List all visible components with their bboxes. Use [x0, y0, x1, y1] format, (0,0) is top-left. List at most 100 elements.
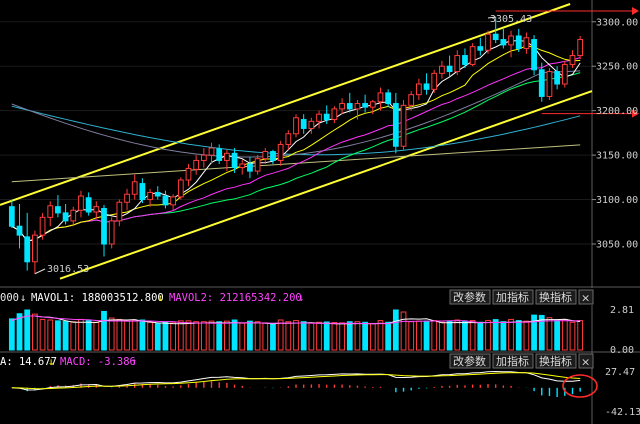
candle-body [101, 207, 107, 245]
candle[interactable] [462, 48, 468, 68]
volume-bar [316, 321, 322, 351]
candle[interactable] [431, 69, 438, 93]
macd-label: MACD: -3.386 [60, 356, 136, 368]
panel-button[interactable]: 加指标 [492, 289, 534, 305]
candle-body [323, 113, 330, 121]
candle[interactable] [139, 178, 146, 204]
candle[interactable] [577, 36, 584, 60]
candle[interactable] [108, 217, 115, 249]
panel-button[interactable]: 改参数 [449, 353, 491, 369]
candle[interactable] [93, 201, 100, 220]
volume-bar [554, 320, 561, 351]
candle[interactable] [469, 43, 476, 67]
candle[interactable] [147, 188, 153, 207]
volume-bar [400, 311, 407, 351]
candle[interactable] [400, 100, 407, 150]
candle[interactable] [62, 204, 69, 225]
candle[interactable] [293, 114, 299, 138]
volume-bar [24, 309, 31, 351]
candle[interactable] [285, 130, 292, 150]
close-button[interactable]: × [578, 289, 594, 305]
candle[interactable] [415, 78, 422, 100]
candle[interactable] [270, 149, 276, 164]
candle[interactable] [85, 192, 92, 216]
candle[interactable] [561, 60, 568, 88]
candle[interactable] [116, 199, 123, 227]
candle[interactable] [216, 144, 223, 164]
volume-bar [446, 320, 453, 351]
candle[interactable] [408, 91, 415, 111]
volume-bar [531, 314, 537, 351]
candle[interactable] [454, 50, 461, 76]
candlesticks[interactable] [8, 16, 584, 274]
candle[interactable] [124, 188, 130, 211]
candle[interactable] [323, 105, 330, 124]
candle[interactable] [354, 100, 361, 120]
candle[interactable] [423, 73, 430, 95]
candle[interactable] [31, 230, 38, 274]
candle[interactable] [339, 98, 345, 115]
candle[interactable] [16, 204, 23, 249]
candle[interactable] [277, 140, 284, 166]
candle[interactable] [223, 149, 230, 172]
candle[interactable] [515, 28, 522, 52]
candle-body [308, 120, 315, 129]
candle[interactable] [308, 117, 315, 134]
candle[interactable] [8, 199, 15, 228]
candle[interactable] [508, 30, 514, 58]
candle[interactable] [162, 190, 169, 209]
candle[interactable] [392, 92, 399, 154]
candle[interactable] [254, 155, 261, 175]
volume-bar [523, 320, 530, 351]
candle[interactable] [492, 16, 499, 44]
candle[interactable] [346, 92, 353, 113]
panel-button[interactable]: 改参数 [449, 289, 491, 305]
candle[interactable] [47, 201, 54, 227]
candle[interactable] [538, 62, 545, 102]
candle[interactable] [231, 148, 238, 173]
candle[interactable] [208, 142, 215, 164]
candle[interactable] [185, 164, 192, 187]
candle[interactable] [385, 89, 392, 108]
candle-body [577, 39, 584, 57]
candle[interactable] [300, 114, 307, 134]
candle[interactable] [531, 35, 537, 76]
volume-bar [538, 314, 545, 351]
candle[interactable] [101, 204, 107, 257]
candle[interactable] [193, 155, 200, 175]
candle[interactable] [170, 194, 177, 211]
candle[interactable] [500, 28, 507, 49]
candle[interactable] [24, 212, 31, 271]
candle[interactable] [39, 212, 46, 240]
candle[interactable] [331, 106, 338, 124]
candle[interactable] [316, 110, 322, 129]
candle[interactable] [546, 68, 553, 100]
candle[interactable] [362, 94, 369, 113]
candle[interactable] [369, 100, 376, 115]
panel-button[interactable]: 换指标 [535, 289, 577, 305]
candle[interactable] [70, 206, 77, 227]
candle[interactable] [177, 177, 184, 200]
candle[interactable] [200, 148, 207, 168]
candle[interactable] [485, 30, 491, 54]
candle[interactable] [78, 190, 84, 218]
candle[interactable] [55, 195, 61, 218]
candle[interactable] [131, 174, 138, 200]
panel-button[interactable]: 加指标 [492, 353, 534, 369]
candle[interactable] [554, 66, 561, 90]
candle[interactable] [377, 87, 384, 111]
candle[interactable] [247, 156, 253, 179]
candle[interactable] [262, 148, 269, 164]
candle[interactable] [569, 50, 576, 68]
candle[interactable] [446, 55, 453, 77]
candle[interactable] [239, 159, 246, 175]
panel-button[interactable]: 换指标 [535, 353, 577, 369]
candle[interactable] [439, 60, 445, 79]
candle[interactable] [523, 32, 530, 54]
candle[interactable] [477, 37, 484, 56]
candle-body [538, 69, 545, 97]
close-button[interactable]: × [578, 353, 594, 369]
candle[interactable] [154, 186, 161, 200]
volume-bar [108, 317, 115, 351]
